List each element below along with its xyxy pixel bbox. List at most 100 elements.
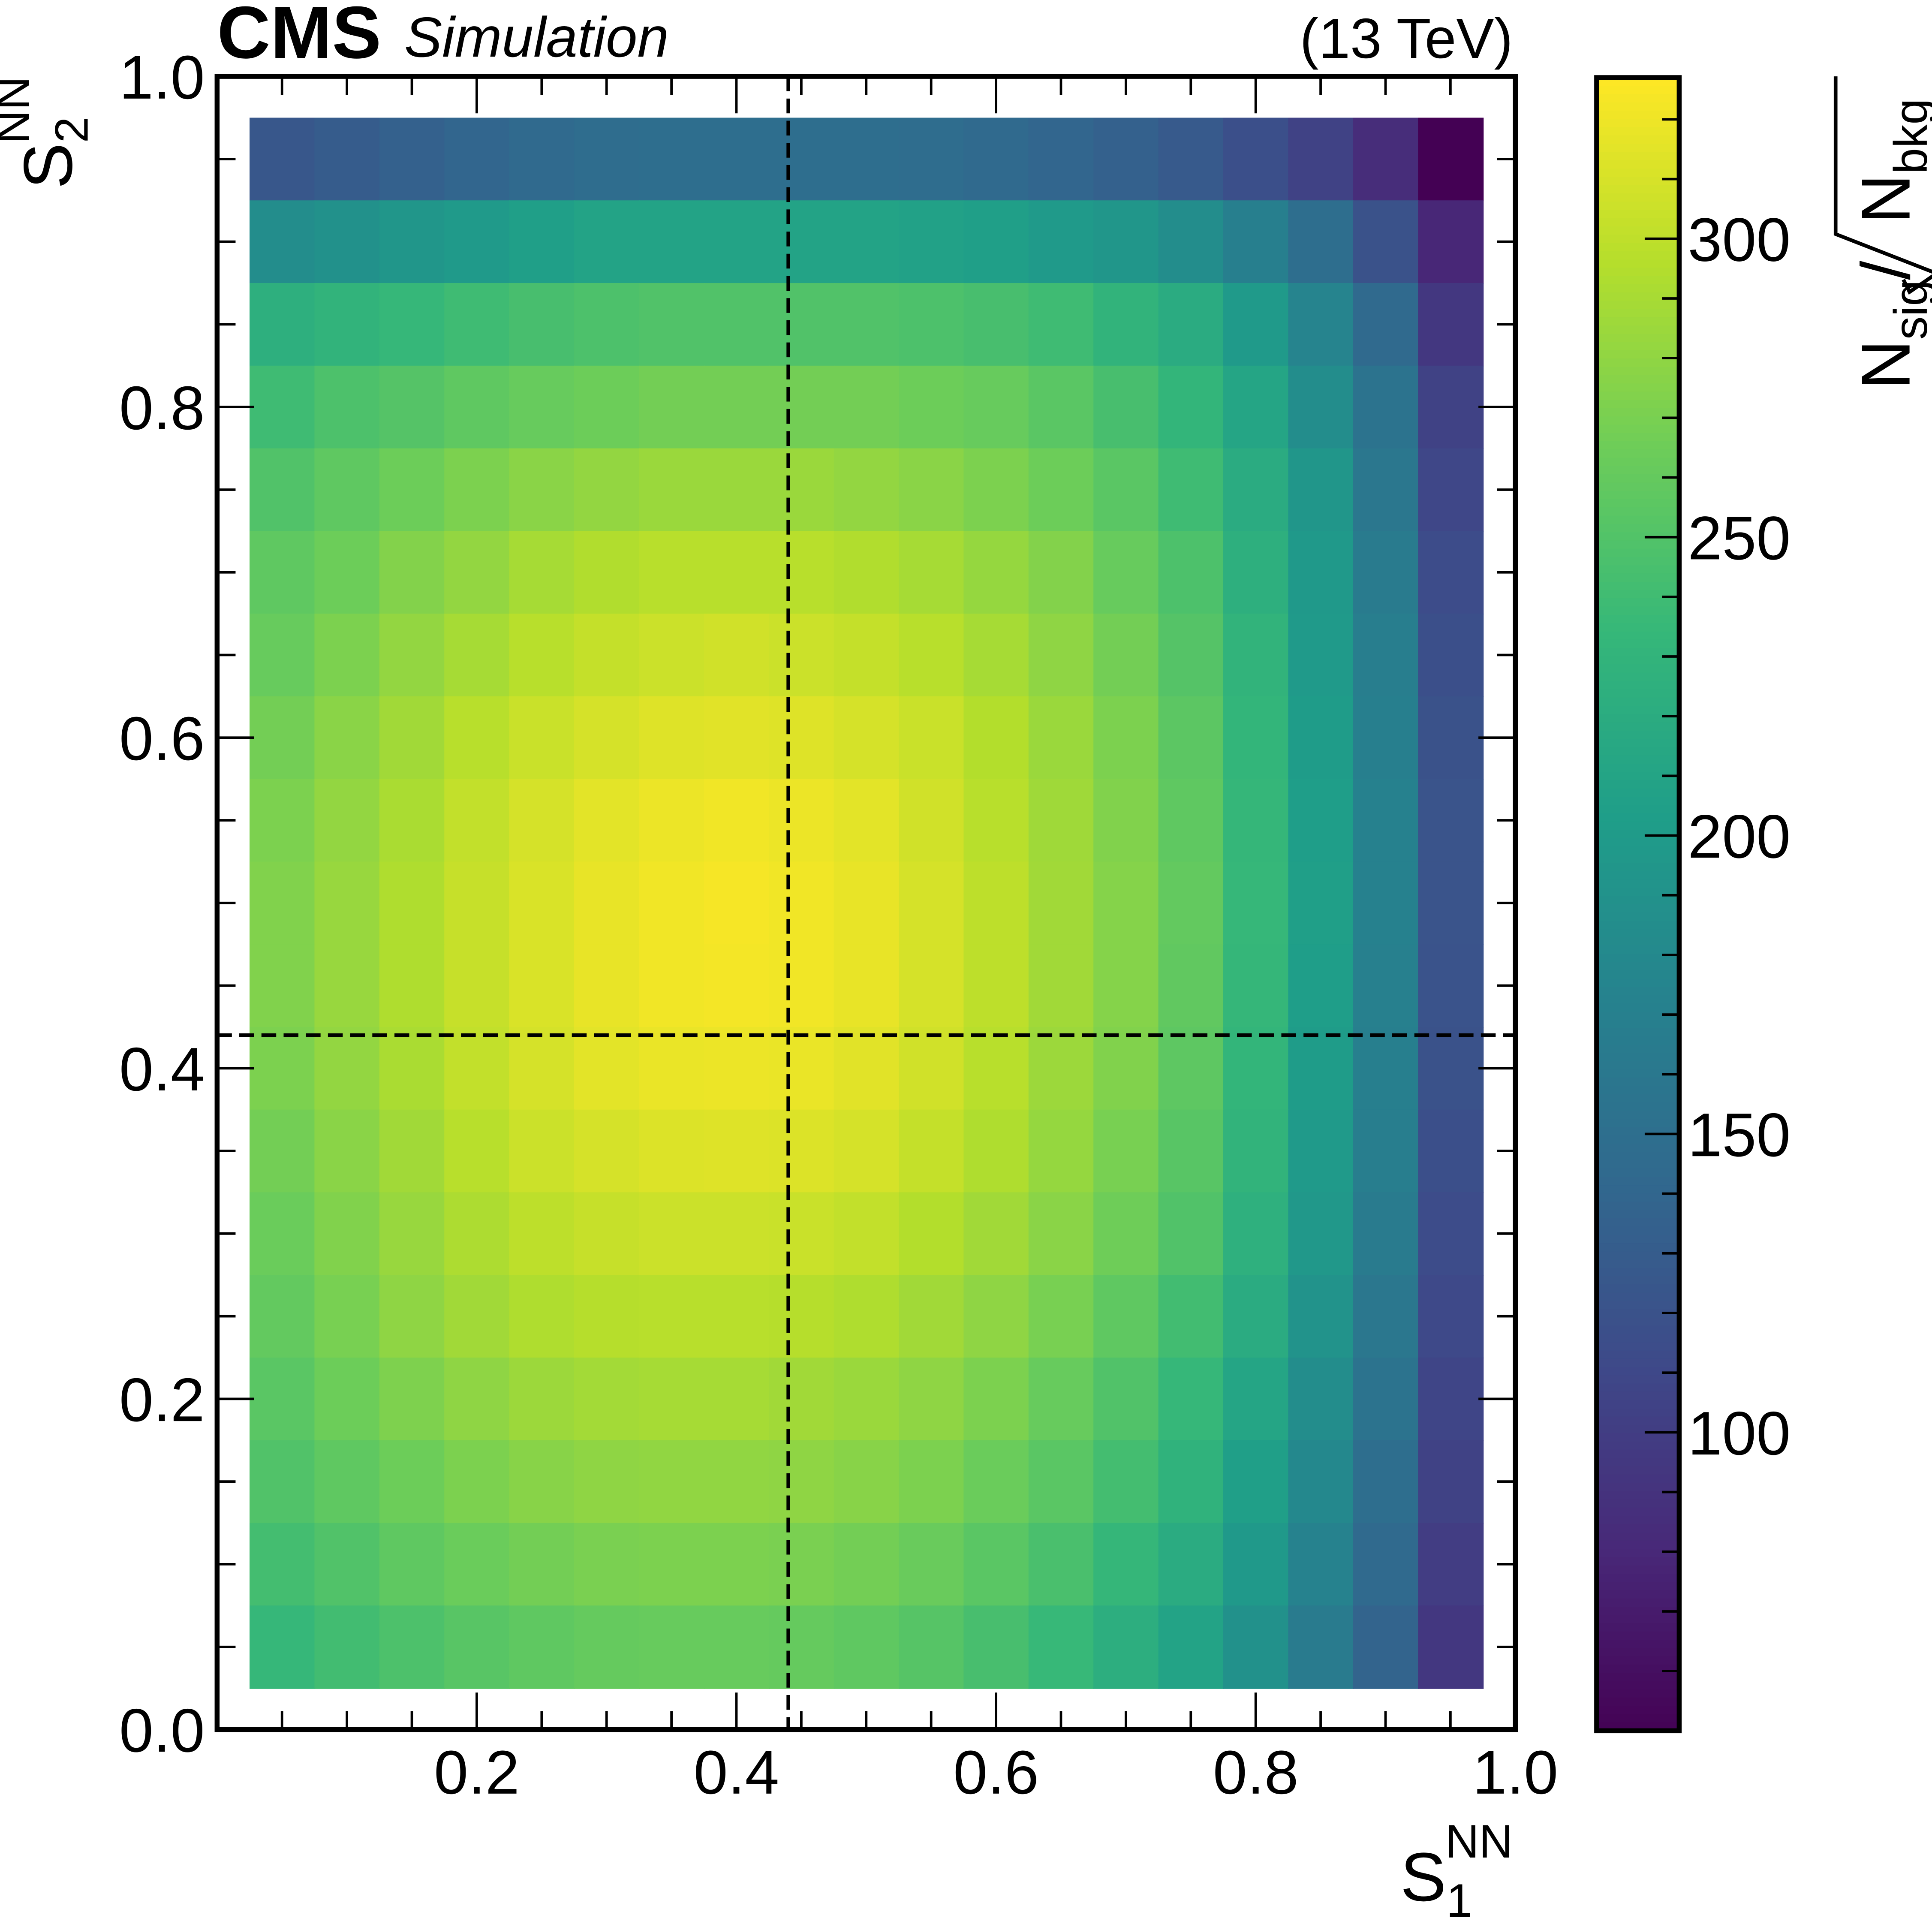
colorbar-segment	[1596, 1524, 1679, 1533]
heatmap-cell	[1288, 1275, 1354, 1358]
heatmap-cell	[963, 1440, 1029, 1524]
heatmap-cell	[963, 696, 1029, 780]
heatmap-cell	[963, 861, 1029, 945]
heatmap-cell	[769, 1523, 835, 1607]
heatmap-cell	[898, 779, 965, 863]
colorbar-segment	[1596, 1689, 1679, 1699]
x-tick-label: 0.2	[434, 1738, 520, 1807]
heatmap-cell	[1028, 696, 1094, 780]
colorbar-segment	[1596, 86, 1679, 95]
colorbar-segment	[1596, 127, 1679, 137]
colorbar-tick-label: 150	[1688, 1101, 1791, 1169]
heatmap-cell	[834, 283, 900, 367]
heatmap-cell	[509, 283, 575, 367]
heatmap-cell	[704, 365, 770, 449]
heatmap-cell	[1093, 1027, 1159, 1111]
heatmap-cell	[379, 1192, 445, 1276]
heatmap-cell	[834, 1523, 900, 1607]
sqrt-sign	[1833, 76, 1932, 295]
heatmap-cell	[639, 1605, 705, 1689]
heatmap-cell	[444, 117, 510, 201]
heatmap-cell	[1223, 1027, 1289, 1111]
colorbar-segment	[1596, 367, 1679, 376]
colorbar-segment	[1596, 202, 1679, 211]
heatmap-cell	[1093, 861, 1159, 945]
heatmap-cell	[639, 1027, 705, 1111]
colorbar-segment	[1596, 606, 1679, 616]
heatmap-cell	[1028, 861, 1094, 945]
x-tick-label: 0.8	[1213, 1738, 1299, 1807]
heatmap-cell	[1093, 283, 1159, 367]
heatmap-cell	[379, 200, 445, 284]
colorbar-segment	[1596, 1648, 1679, 1658]
heatmap-cell	[963, 448, 1029, 532]
x-tick-label: 0.6	[953, 1738, 1039, 1807]
heatmap-cell	[639, 1440, 705, 1524]
colorbar-segment	[1596, 350, 1679, 360]
colorbar-segment	[1596, 805, 1679, 814]
heatmap-cell	[834, 779, 900, 863]
colorbar-segment	[1596, 375, 1679, 385]
heatmap-cell	[834, 944, 900, 1028]
colorbar-segment	[1596, 1458, 1679, 1467]
heatmap-cell	[379, 1523, 445, 1607]
heatmap-cell	[1223, 117, 1289, 201]
heatmap-cell	[704, 1440, 770, 1524]
heatmap-cell	[379, 1027, 445, 1111]
heatmap-cell	[250, 944, 316, 1028]
colorbar-segment	[1596, 656, 1679, 665]
colorbar-segment	[1596, 1483, 1679, 1492]
colorbar-segment	[1596, 1367, 1679, 1376]
colorbar-segment	[1596, 1259, 1679, 1269]
colorbar-segment	[1596, 1094, 1679, 1104]
colorbar-segment	[1596, 119, 1679, 128]
heatmap-cell	[1418, 1027, 1484, 1111]
colorbar-segment	[1596, 474, 1679, 484]
colorbar: 100 150 200 250 300	[1596, 77, 1791, 1732]
colorbar-segment	[1596, 1358, 1679, 1368]
colorbar-segment	[1596, 747, 1679, 756]
heatmap-cell	[1353, 117, 1419, 201]
heatmap-cell	[1288, 944, 1354, 1028]
heatmap-cell	[1158, 1109, 1224, 1193]
heatmap-cell	[509, 779, 575, 863]
heatmap-cell	[1223, 944, 1289, 1028]
colorbar-segment	[1596, 846, 1679, 856]
heatmap-cell	[704, 696, 770, 780]
colorbar-segment	[1596, 772, 1679, 781]
colorbar-segment	[1596, 251, 1679, 261]
heatmap-cell	[834, 117, 900, 201]
colorbar-segment	[1596, 1301, 1679, 1310]
heatmap-cell	[574, 779, 640, 863]
heatmap-cell	[898, 531, 965, 614]
colorbar-segment	[1596, 631, 1679, 641]
heatmap-cell	[314, 1523, 380, 1607]
colorbar-segment	[1596, 515, 1679, 525]
heatmap-cell	[1158, 365, 1224, 449]
heatmap-cell	[704, 1192, 770, 1276]
heatmap-cell	[1093, 1440, 1159, 1524]
y-tick-label: 0.4	[119, 1035, 205, 1104]
heatmap-cell	[898, 1109, 965, 1193]
heatmap-cell	[1093, 779, 1159, 863]
colorbar-segment	[1596, 1078, 1679, 1087]
heatmap-cell	[898, 200, 965, 284]
colorbar-segment	[1596, 1714, 1679, 1724]
colorbar-segment	[1596, 838, 1679, 848]
heatmap-cell	[314, 1027, 380, 1111]
heatmap-cell	[1093, 117, 1159, 201]
colorbar-segment	[1596, 177, 1679, 186]
heatmap-cell	[250, 1192, 316, 1276]
colorbar-segment	[1596, 499, 1679, 509]
colorbar-segment	[1596, 937, 1679, 947]
colorbar-segment	[1596, 416, 1679, 426]
heatmap-cell	[379, 1605, 445, 1689]
heatmap-cell	[444, 1109, 510, 1193]
colorbar-segment	[1596, 1218, 1679, 1228]
heatmap-cell	[444, 448, 510, 532]
heatmap-cell	[704, 1358, 770, 1441]
colorbar-segment	[1596, 863, 1679, 872]
colorbar-tick-label: 100	[1688, 1399, 1791, 1468]
colorbar-segment	[1596, 739, 1679, 748]
heatmap-cell	[574, 1192, 640, 1276]
